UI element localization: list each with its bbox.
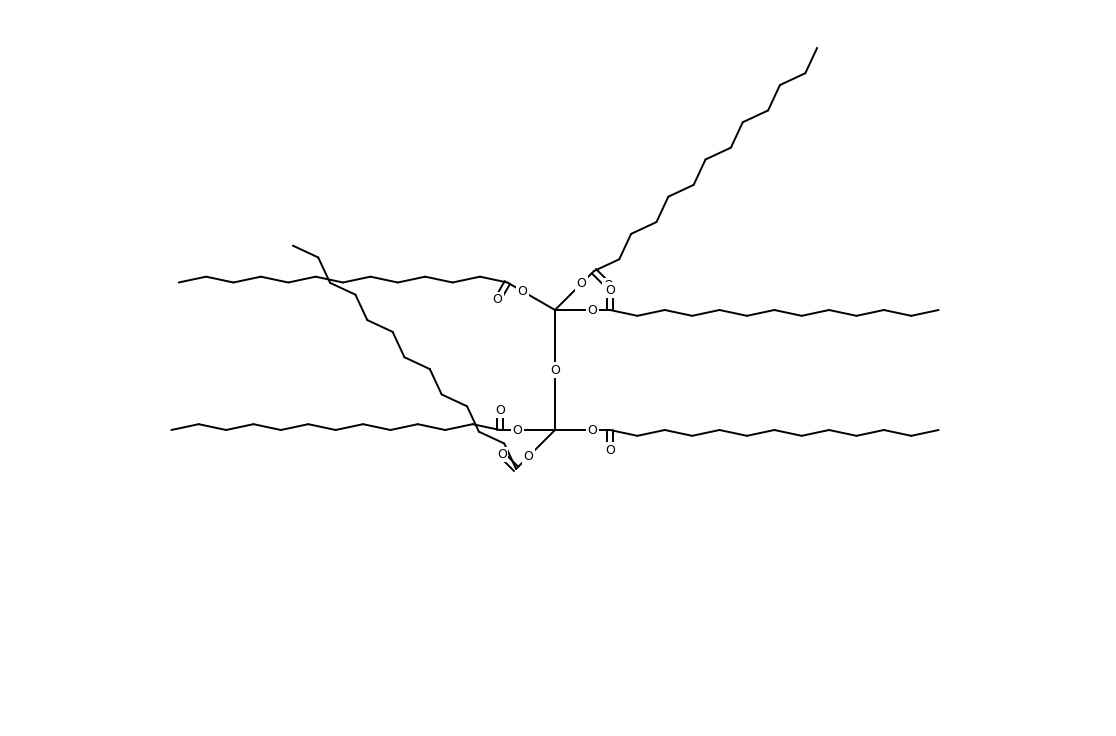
Text: O: O xyxy=(587,303,597,316)
Text: O: O xyxy=(497,448,507,461)
Text: O: O xyxy=(605,283,615,297)
Text: O: O xyxy=(605,444,615,456)
Text: O: O xyxy=(550,364,560,377)
Text: O: O xyxy=(577,277,586,290)
Text: O: O xyxy=(523,450,533,463)
Text: O: O xyxy=(518,285,528,298)
Text: O: O xyxy=(587,423,597,436)
Text: O: O xyxy=(496,403,504,417)
Text: O: O xyxy=(512,423,522,436)
Text: O: O xyxy=(603,279,613,291)
Text: O: O xyxy=(492,294,502,306)
